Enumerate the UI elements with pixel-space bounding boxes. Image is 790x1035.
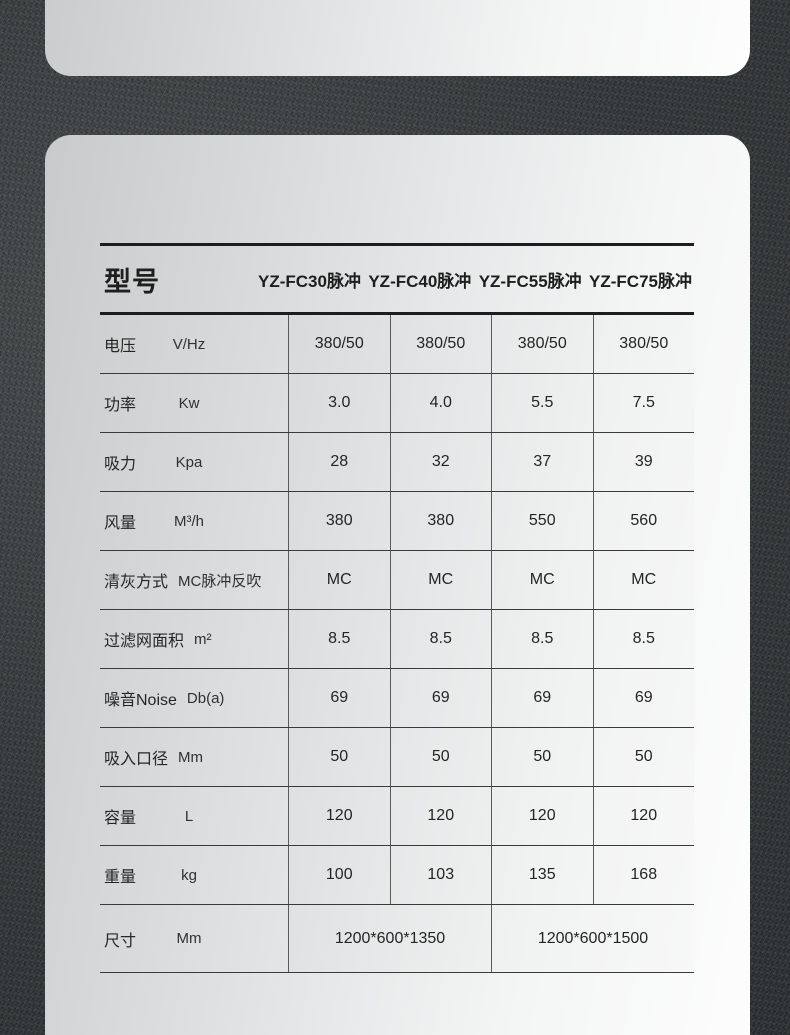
row-unit: Db(a)	[186, 689, 225, 707]
row-label-cell: 容量 L	[100, 787, 288, 845]
model-name-4: YZ-FC75脉冲	[589, 271, 692, 291]
row-value: 7.5	[592, 374, 695, 432]
row-value: 3.0	[288, 374, 390, 432]
row-label-cell: 电压 V/Hz	[100, 315, 288, 373]
row-value: MC	[288, 551, 390, 609]
spec-card-previous: 尺寸 Mm 1200*600*1500	[45, 0, 750, 76]
row-value: 8.5	[389, 610, 492, 668]
row-value: 120	[288, 787, 390, 845]
row-value: 120	[389, 787, 492, 845]
row-name: 重量	[104, 869, 137, 886]
row-unit: MC脉冲反吹	[178, 572, 262, 590]
row-value: MC	[491, 551, 593, 609]
row-value: 50	[389, 728, 492, 786]
row-name: 尺寸	[104, 932, 137, 950]
row-label-cell: 重量 kg	[100, 846, 288, 904]
row-label-cell: 功率 Kw	[100, 374, 288, 432]
row-name: 清灰方式	[104, 574, 169, 591]
row-unit: m²	[194, 630, 212, 648]
row-name: 容量	[104, 810, 137, 827]
row-value: 380/50	[288, 315, 390, 373]
row-value: 380/50	[491, 315, 593, 373]
row-label-cell: 吸力 Kpa	[100, 433, 288, 491]
row-value: 8.5	[288, 610, 390, 668]
table-row: 容量 L 120 120 120 120	[100, 787, 694, 846]
row-name: 风量	[104, 515, 137, 532]
row-value: 39	[592, 433, 695, 491]
header-label-model: 型号	[104, 266, 160, 297]
row-label-cell: 清灰方式 MC脉冲反吹	[100, 551, 288, 609]
row-value: 5.5	[491, 374, 593, 432]
row-unit: Mm	[178, 748, 204, 766]
row-value: 69	[389, 669, 492, 727]
row-value: 100	[288, 846, 390, 904]
row-value: 69	[592, 669, 695, 727]
table-top-rule	[100, 243, 694, 246]
table-row: 风量 M³/h 380 380 550 560	[100, 492, 694, 551]
row-value: 380/50	[389, 315, 492, 373]
table-row: 清灰方式 MC脉冲反吹 MC MC MC MC	[100, 551, 694, 610]
row-name: 电压	[104, 338, 137, 355]
row-value: 37	[491, 433, 593, 491]
row-value: 50	[288, 728, 390, 786]
row-value: 69	[288, 669, 390, 727]
row-label-cell: 吸入口径 Mm	[100, 728, 288, 786]
model-name-3: YZ-FC55脉冲	[478, 271, 582, 291]
row-value: 120	[592, 787, 695, 845]
row-value: 50	[592, 728, 695, 786]
table-header-rule	[100, 312, 694, 315]
row-value: 168	[592, 846, 695, 904]
row-name: 过滤网面积	[104, 633, 185, 650]
row-label-cell: 尺寸 Mm	[100, 905, 288, 972]
row-value: 120	[491, 787, 593, 845]
table-row-dimension: 尺寸 Mm 1200*600*1350 1200*600*1500	[100, 905, 694, 973]
row-value: 8.5	[491, 610, 593, 668]
row-label-cell: 风量 M³/h	[100, 492, 288, 550]
row-value: 380/50	[592, 315, 695, 373]
row-value: 4.0	[389, 374, 492, 432]
row-value: 32	[389, 433, 492, 491]
table-row: 噪音Noise Db(a) 69 69 69 69	[100, 669, 694, 728]
row-name: 功率	[104, 397, 137, 414]
row-value: 28	[288, 433, 390, 491]
row-value: 380	[389, 492, 492, 550]
row-value: 560	[592, 492, 695, 550]
table-header-row: 型号 YZ-FC30脉冲 YZ-FC40脉冲 YZ-FC55脉冲 YZ-FC75…	[100, 246, 694, 312]
row-value: MC	[389, 551, 492, 609]
table-row: 吸入口径 Mm 50 50 50 50	[100, 728, 694, 787]
model-name-2: YZ-FC40脉冲	[368, 271, 472, 291]
model-name-1: YZ-FC30脉冲	[258, 271, 361, 291]
table-row: 电压 V/Hz 380/50 380/50 380/50 380/50	[100, 315, 694, 374]
row-label-cell: 噪音Noise Db(a)	[100, 669, 288, 727]
table-row: 吸力 Kpa 28 32 37 39	[100, 433, 694, 492]
row-value: 50	[491, 728, 593, 786]
row-name: 噪音Noise	[104, 692, 177, 709]
row-value: 1200*600*1500	[491, 905, 694, 972]
specification-table: 型号 YZ-FC30脉冲 YZ-FC40脉冲 YZ-FC55脉冲 YZ-FC75…	[100, 243, 694, 973]
row-value: 103	[389, 846, 492, 904]
row-value: 550	[491, 492, 593, 550]
row-value: 135	[491, 846, 593, 904]
row-value: 69	[491, 669, 593, 727]
row-name: 吸力	[104, 456, 137, 473]
row-value: 380	[288, 492, 390, 550]
table-row: 过滤网面积 m² 8.5 8.5 8.5 8.5	[100, 610, 694, 669]
row-value: MC	[592, 551, 695, 609]
row-value: 1200*600*1350	[288, 905, 491, 972]
table-row: 重量 kg 100 103 135 168	[100, 846, 694, 905]
header-model-list: YZ-FC30脉冲 YZ-FC40脉冲 YZ-FC55脉冲 YZ-FC75脉冲	[258, 267, 694, 292]
row-label-cell: 过滤网面积 m²	[100, 610, 288, 668]
spec-card-main	[45, 135, 750, 1035]
table-row: 功率 Kw 3.0 4.0 5.5 7.5	[100, 374, 694, 433]
row-name: 吸入口径	[104, 751, 169, 768]
row-value: 8.5	[592, 610, 695, 668]
